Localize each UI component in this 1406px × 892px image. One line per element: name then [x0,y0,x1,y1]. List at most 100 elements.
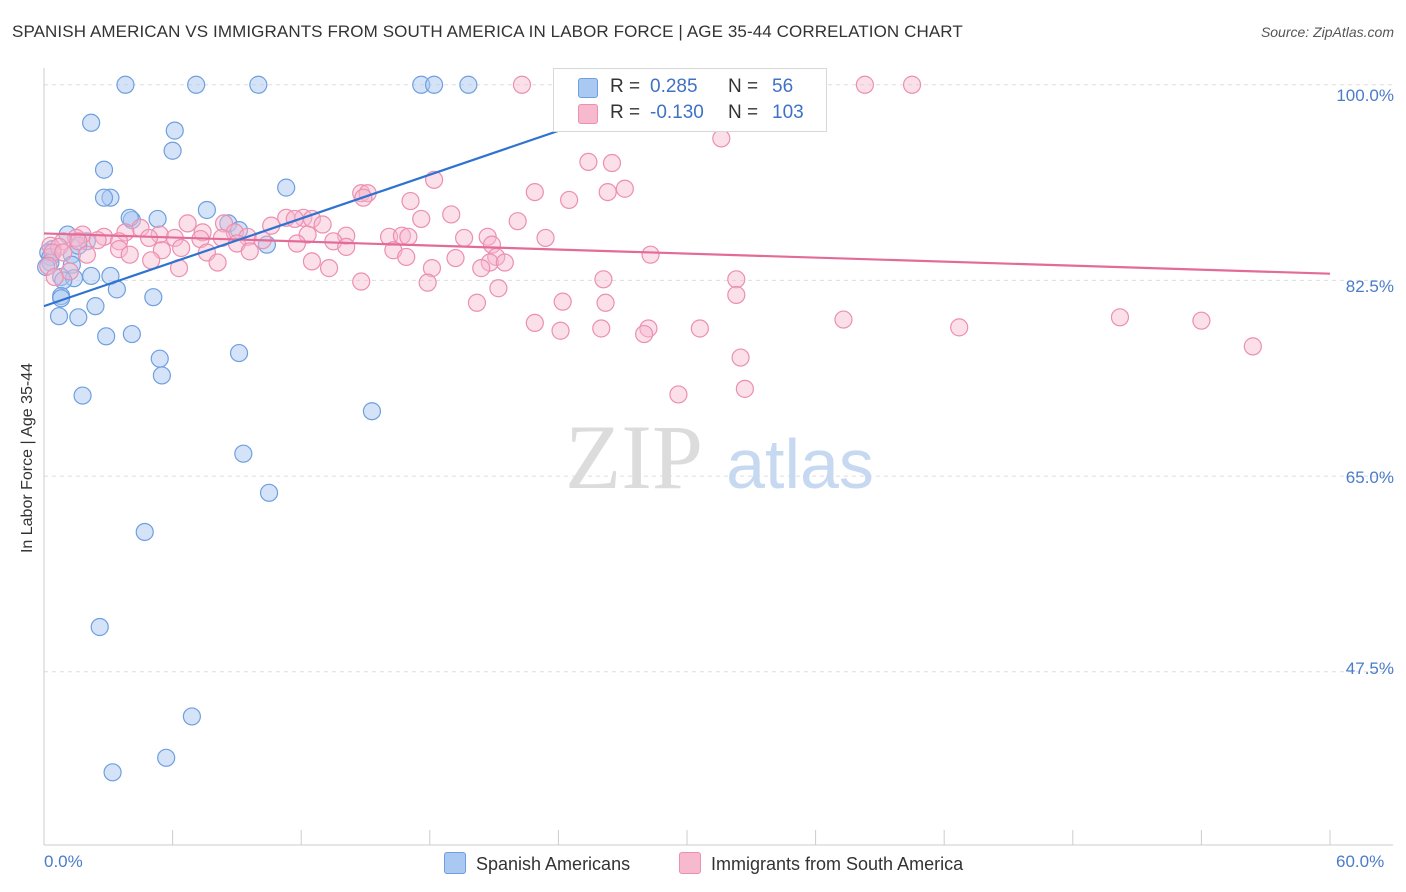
data-point-spanish-americans [249,75,268,94]
chart-source: Source: ZipAtlas.com [1260,24,1394,40]
data-point-spanish-americans [259,483,279,502]
data-point-spanish-americans [163,141,182,160]
data-point-immigrants [592,319,611,338]
data-point-immigrants [551,321,570,340]
data-point-immigrants [240,242,259,261]
data-point-immigrants [172,238,191,258]
data-point-spanish-americans [90,617,109,637]
data-point-immigrants [45,267,64,287]
data-point-immigrants [598,182,617,202]
watermark: ZIP atlas [565,406,874,508]
data-point-immigrants [560,190,579,210]
legend-label: Immigrants from South America [711,854,964,874]
data-point-immigrants [735,379,754,398]
legend-label: Spanish Americans [476,854,631,874]
data-point-spanish-americans [362,402,382,421]
data-point-spanish-americans [424,75,444,94]
data-point-immigrants [418,273,437,292]
data-point-spanish-americans [49,307,69,326]
data-point-immigrants [54,243,73,262]
bottom-legend-immigrants: Immigrants from South America [679,852,963,875]
data-point-immigrants [397,247,416,267]
trend-line-immigrants [43,232,1331,275]
data-point-spanish-americans [73,386,92,405]
data-point-immigrants [178,214,197,233]
data-point-immigrants [495,253,514,272]
data-point-immigrants [77,245,96,264]
data-point-immigrants [635,324,654,344]
data-point-immigrants [43,243,62,262]
data-point-immigrants [313,215,332,234]
legend-r-label: R = [610,102,641,123]
data-point-immigrants [641,245,660,264]
data-point-immigrants [287,234,307,253]
data-point-immigrants [193,223,212,242]
data-point-spanish-americans [69,308,88,327]
data-point-spanish-americans [82,113,101,132]
legend-r-label: R = [610,76,641,97]
data-point-spanish-americans [150,349,169,368]
data-point-immigrants [472,259,491,278]
data-point-immigrants [150,225,169,244]
data-point-immigrants [399,227,418,246]
data-point-immigrants [422,259,442,278]
data-point-immigrants [690,319,709,338]
data-point-immigrants [489,279,508,298]
data-point-spanish-americans [182,707,201,726]
data-point-immigrants [401,191,420,211]
data-point-immigrants [525,313,544,333]
data-point-immigrants [596,293,615,312]
data-point-immigrants [1243,337,1262,356]
data-point-immigrants [512,75,532,94]
axes [43,68,1393,846]
legend-n-value: 103 [772,102,804,123]
data-point-immigrants [337,237,356,256]
legend-swatch-pink [578,104,598,124]
data-point-immigrants [834,310,853,329]
data-point-spanish-americans [116,75,135,94]
data-point-spanish-americans [82,266,101,286]
y-tick-label: 100.0% [1336,86,1394,105]
y-tick-label: 82.5% [1345,277,1394,296]
data-point-spanish-americans [135,522,154,542]
correlation-legend: R = 0.285 N = 56 R = -0.130 N = 103 [553,68,827,132]
data-point-immigrants [208,253,227,272]
data-point-spanish-americans [94,160,114,179]
data-point-immigrants [731,348,750,367]
legend-r-value: 0.285 [650,76,698,97]
data-point-immigrants [712,129,731,148]
x-tick-label-max: 60.0% [1336,852,1385,871]
data-point-immigrants [579,152,598,172]
data-point-spanish-americans [187,75,206,94]
data-point-immigrants [352,272,371,291]
data-point-immigrants [454,228,474,248]
data-point-immigrants [855,75,874,94]
legend-swatch-blue [578,78,598,98]
bottom-legend-spanish-americans: Spanish Americans [444,852,630,875]
data-point-immigrants [525,182,544,202]
data-point-spanish-americans [234,444,253,463]
grid-lines [44,84,1393,673]
y-axis-label: In Labor Force | Age 35-44 [19,362,36,554]
data-point-spanish-americans [103,763,122,782]
data-point-spanish-americans [152,366,171,385]
legend-r-value: -0.130 [650,102,704,123]
watermark-zip: ZIP [565,406,703,508]
data-point-immigrants [727,285,746,305]
legend-swatch-pink [679,852,701,874]
data-point-immigrants [1192,311,1211,330]
legend-swatch-blue [444,852,466,874]
chart-title: SPANISH AMERICAN VS IMMIGRANTS FROM SOUT… [12,22,963,41]
data-point-immigrants [412,209,431,229]
data-point-immigrants [615,179,634,198]
data-point-spanish-americans [144,288,163,307]
data-point-spanish-americans [229,343,249,363]
data-point-immigrants [727,270,746,289]
data-point-spanish-americans [97,327,116,346]
data-point-spanish-americans [122,324,141,344]
x-tick-label-min: 0.0% [44,852,83,871]
data-point-spanish-americans [277,178,296,197]
data-point-immigrants [602,153,622,173]
data-point-immigrants [142,251,161,270]
